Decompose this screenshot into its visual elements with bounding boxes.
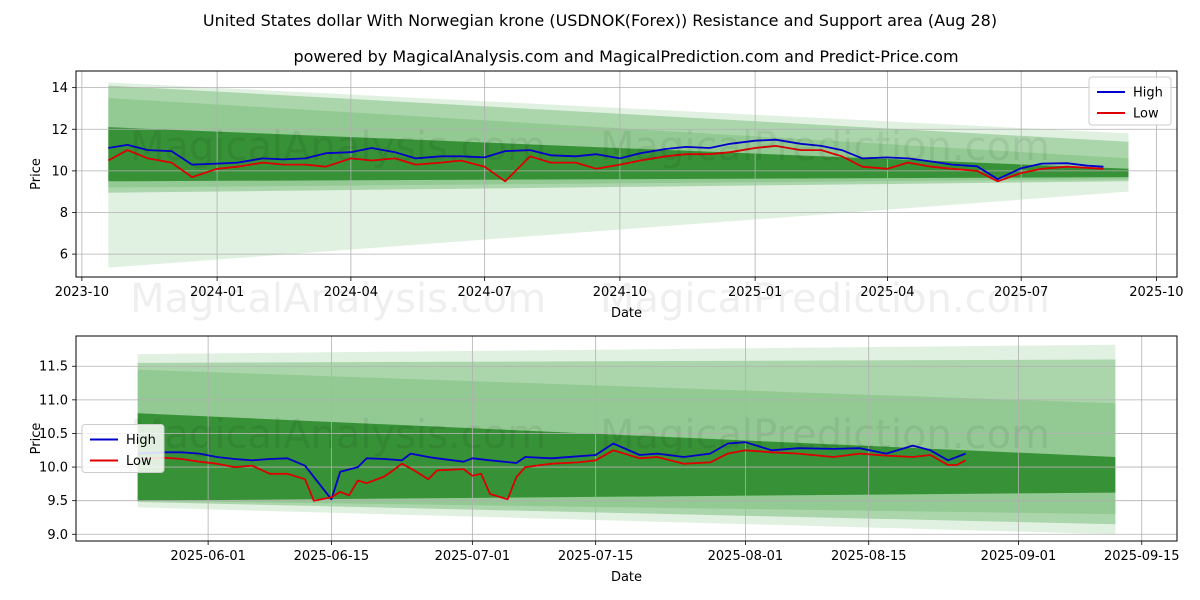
- x-tick-label: 2025-09-15: [1104, 549, 1180, 564]
- plot-layer-0: 2023-10 2024-01 2024-04 2024-07 2024-10 2025-…: [29, 70, 1184, 321]
- x-tick-label: 2025-08-15: [831, 549, 907, 564]
- x-tick-label: 2023-10: [55, 285, 109, 300]
- x-tick-label: 2025-06-01: [170, 549, 246, 564]
- watermark-prediction-mid: MagicalPrediction.com: [600, 276, 1050, 322]
- legend-box: [81, 424, 165, 473]
- y-tick-label: 12: [51, 123, 68, 138]
- y-axis-label: Price: [29, 423, 44, 455]
- x-tick-label: 2024-10: [593, 285, 647, 300]
- legend: High Low: [1088, 76, 1172, 126]
- y-tick-label: 10: [51, 164, 68, 179]
- x-tick-label: 2025-07-01: [435, 549, 511, 564]
- main-chart-panel: 2023-10 2024-01 2024-04 2024-07 2024-10 2025-…: [29, 70, 1184, 322]
- legend-label-low: Low: [126, 454, 152, 469]
- x-tick-label: 2025-07-15: [558, 549, 634, 564]
- x-tick-label: 2025-07: [994, 285, 1048, 300]
- plot-layer-1: 2025-06-01 2025-06-15 2025-07-01 2025-07-15…: [29, 335, 1180, 585]
- x-tick-label: 2025-06-15: [294, 549, 370, 564]
- x-tick-label: 2024-01: [190, 285, 244, 300]
- y-tick-label: 8: [60, 206, 68, 221]
- y-tick-label: 10.5: [39, 427, 68, 442]
- series-line-high: [108, 138, 1104, 181]
- x-tick-label: 2025-01: [728, 285, 782, 300]
- zoom-chart-panel: 2025-06-01 2025-06-15 2025-07-01 2025-07-15…: [29, 335, 1180, 585]
- support-resistance-band-3: [137, 413, 1116, 501]
- series-line-high: [137, 441, 966, 501]
- legend-box: [1088, 76, 1172, 126]
- series-line-low: [107, 145, 1104, 183]
- series-line-low: [137, 449, 967, 502]
- y-tick-label: 6: [60, 248, 68, 263]
- axes-frame: [75, 70, 1178, 278]
- y-tick-label: 9.5: [47, 494, 68, 509]
- y-tick-label: 9.0: [47, 528, 68, 543]
- y-tick-label: 14: [51, 81, 68, 96]
- watermark-prediction-bottom: MagicalPrediction.com: [600, 412, 1050, 458]
- legend-label-high: High: [126, 433, 156, 448]
- x-tick-label: 2025-08-01: [708, 549, 784, 564]
- legend: High Low: [81, 424, 165, 473]
- y-tick-label: 11.5: [39, 360, 68, 375]
- legend-label-low: Low: [1133, 107, 1159, 122]
- watermark-analysis-top: MagicalAnalysis.com: [130, 124, 546, 170]
- chart-title: United States dollar With Norwegian kron…: [203, 11, 997, 30]
- x-axis-label: Date: [611, 570, 642, 585]
- y-tick-label: 10.0: [39, 461, 68, 476]
- chart-subtitle: powered by MagicalAnalysis.com and Magic…: [293, 47, 958, 66]
- x-tick-label: 2024-04: [324, 285, 378, 300]
- axes-frame: [75, 335, 1178, 542]
- legend-label-high: High: [1133, 86, 1163, 101]
- watermark-analysis-mid: MagicalAnalysis.com: [130, 276, 546, 322]
- watermark-analysis-bottom: MagicalAnalysis.com: [130, 412, 546, 458]
- y-tick-label: 11.0: [39, 393, 68, 408]
- x-tick-label: 2025-09-01: [981, 549, 1057, 564]
- x-tick-label: 2024-07: [457, 285, 511, 300]
- x-axis-label: Date: [611, 306, 642, 321]
- watermark-prediction-top: MagicalPrediction.com: [600, 124, 1050, 170]
- x-tick-label: 2025-04: [860, 285, 914, 300]
- x-tick-label: 2025-10: [1129, 285, 1183, 300]
- y-axis-label: Price: [29, 158, 44, 190]
